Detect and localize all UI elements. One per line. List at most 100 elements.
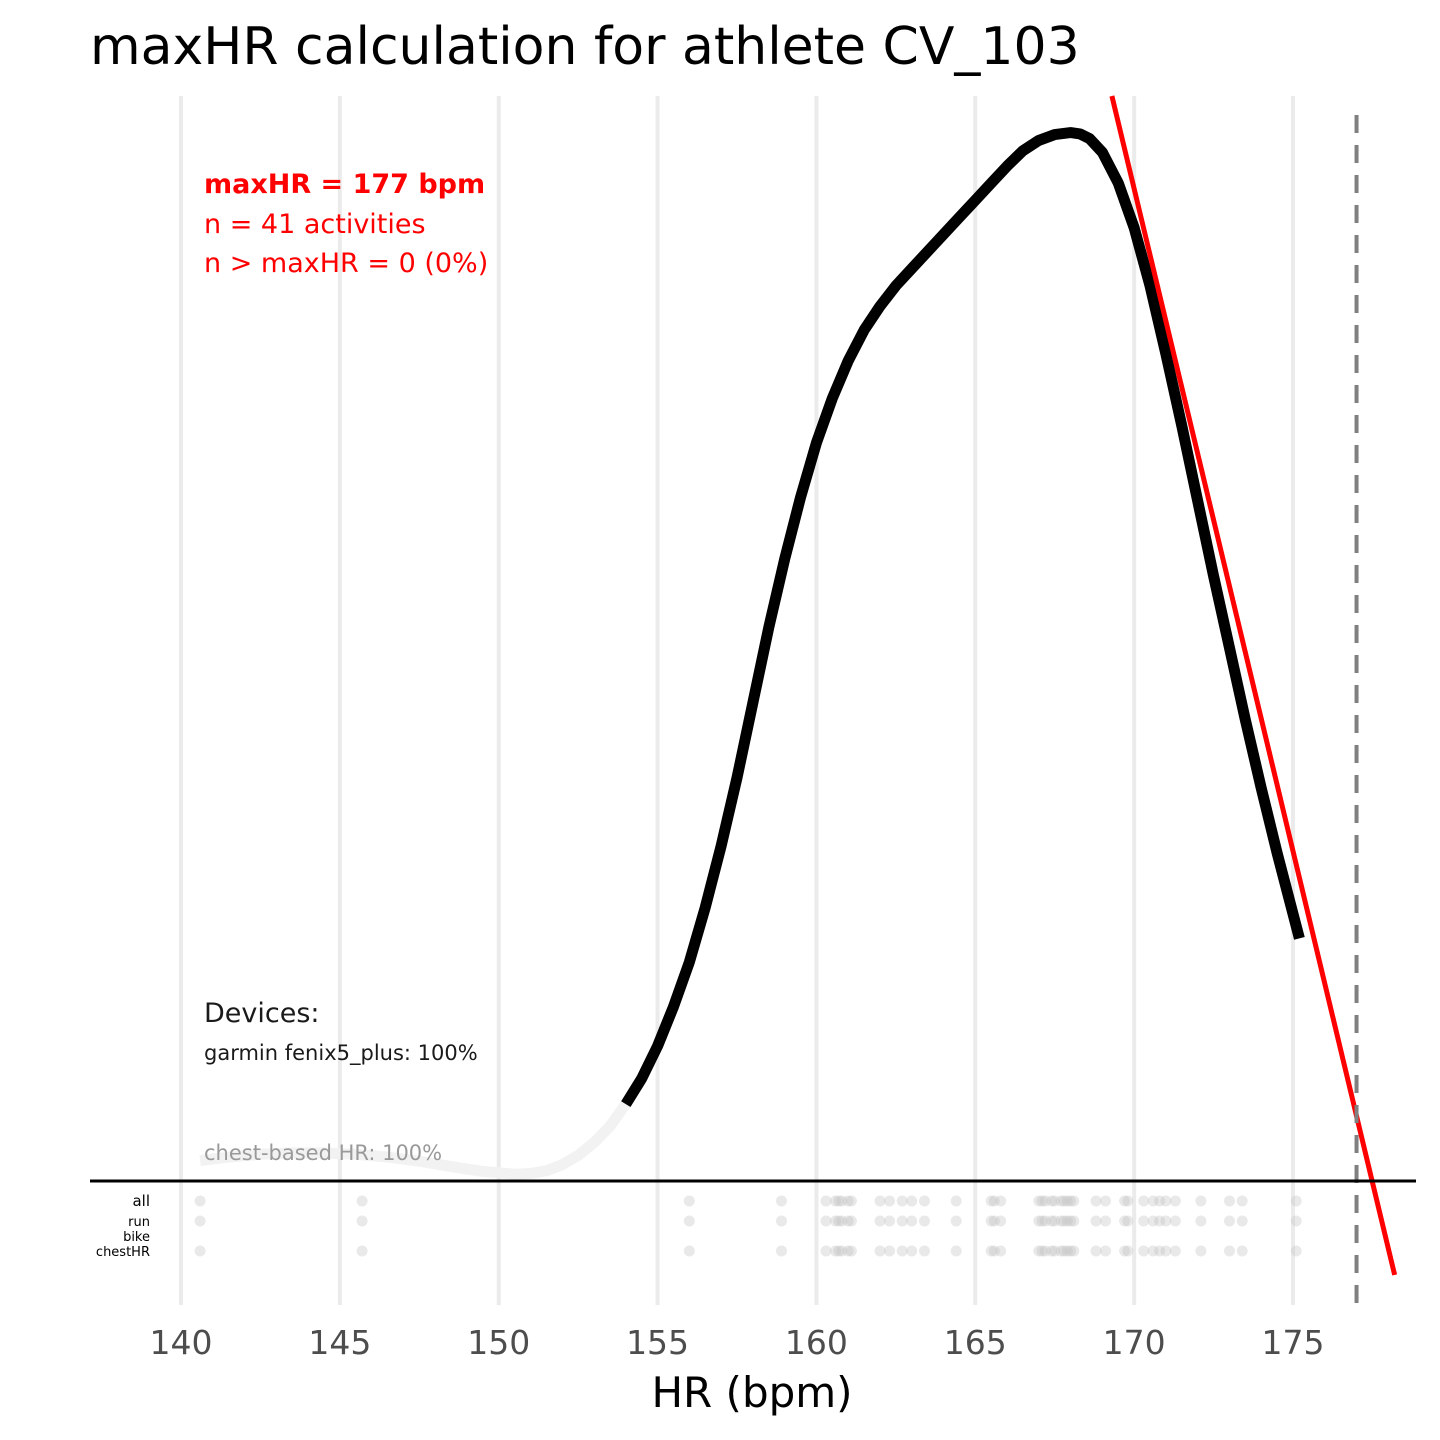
activity-point-chestHR	[1138, 1245, 1150, 1257]
activity-point-all	[836, 1195, 848, 1207]
activity-point-all	[1147, 1195, 1159, 1207]
activity-point-run	[919, 1215, 930, 1227]
activity-point-chestHR	[1290, 1245, 1302, 1257]
x-tick-label: 140	[150, 1323, 213, 1362]
density-curve-group	[621, 127, 1305, 1108]
activity-point-chestHR	[1195, 1245, 1207, 1257]
activity-point-chestHR	[1046, 1245, 1057, 1257]
activity-point-chestHR	[1039, 1245, 1051, 1257]
activity-point-run	[1055, 1215, 1067, 1227]
activity-point-all	[1195, 1195, 1207, 1207]
activity-point-run	[1100, 1215, 1111, 1227]
activity-point-run	[1154, 1215, 1166, 1227]
activity-point-run	[1160, 1215, 1172, 1227]
x-tick-label: 150	[467, 1323, 530, 1362]
activity-point-all	[1039, 1195, 1051, 1207]
density-curve-faded	[199, 1075, 647, 1180]
activity-point-chestHR	[950, 1245, 962, 1257]
activity-point-all	[845, 1195, 857, 1207]
activity-strip	[194, 1195, 1302, 1257]
activity-point-chestHR	[820, 1245, 832, 1257]
activity-point-chestHR	[836, 1245, 848, 1257]
activity-point-run	[833, 1215, 845, 1227]
activity-point-all	[194, 1195, 206, 1207]
activity-point-all	[830, 1195, 841, 1207]
x-tick-label: 170	[1103, 1323, 1166, 1362]
activity-point-run	[874, 1215, 886, 1227]
activity-point-run	[1058, 1215, 1070, 1227]
activity-point-chestHR	[1055, 1245, 1067, 1257]
activity-point-run	[1033, 1215, 1045, 1227]
activity-point-chestHR	[896, 1245, 908, 1257]
activity-point-run	[1224, 1215, 1235, 1227]
activity-point-all	[1049, 1195, 1061, 1207]
activity-point-run	[985, 1215, 997, 1227]
activity-point-chestHR	[985, 1245, 997, 1257]
activity-point-all	[1122, 1195, 1134, 1207]
activity-point-chestHR	[884, 1245, 895, 1257]
activity-point-chestHR	[1224, 1245, 1235, 1257]
activity-point-all	[950, 1195, 962, 1207]
activity-point-chestHR	[683, 1245, 695, 1257]
activity-point-run	[995, 1215, 1007, 1227]
activity-point-run	[906, 1215, 918, 1227]
activity-point-all	[1160, 1195, 1172, 1207]
activity-point-run	[1049, 1215, 1061, 1227]
x-tick-label: 165	[944, 1323, 1007, 1362]
activity-point-run	[1169, 1215, 1181, 1227]
activity-point-all	[1065, 1195, 1077, 1207]
activity-point-all	[1224, 1195, 1235, 1207]
activity-point-chestHR	[874, 1245, 886, 1257]
activity-point-all	[1061, 1195, 1073, 1207]
activity-point-all	[906, 1195, 918, 1207]
activity-point-run	[1236, 1215, 1248, 1227]
activity-point-chestHR	[842, 1245, 854, 1257]
activity-point-all	[884, 1195, 895, 1207]
activity-point-chestHR	[1068, 1245, 1080, 1257]
activity-point-chestHR	[845, 1245, 857, 1257]
activity-point-chestHR	[919, 1245, 930, 1257]
fit-line-group	[1109, 95, 1398, 1276]
activity-point-run	[1039, 1215, 1051, 1227]
activity-point-all	[874, 1195, 886, 1207]
activity-point-chestHR	[1169, 1245, 1181, 1257]
activity-point-all	[1033, 1195, 1045, 1207]
maxhr-annotation: maxHR = 177 bpm	[204, 169, 485, 200]
activity-point-all	[1046, 1195, 1057, 1207]
activity-point-run	[1065, 1215, 1077, 1227]
activity-point-all	[995, 1195, 1007, 1207]
activity-point-chestHR	[1236, 1245, 1248, 1257]
x-tick-label: 155	[626, 1323, 689, 1362]
activity-point-run	[1061, 1215, 1073, 1227]
devices-heading: Devices:	[204, 998, 320, 1029]
activity-point-chestHR	[988, 1245, 1000, 1257]
activity-point-chestHR	[1147, 1245, 1159, 1257]
activity-point-all	[833, 1195, 845, 1207]
activity-point-run	[836, 1215, 848, 1227]
n-above-annotation: n > maxHR = 0 (0%)	[204, 248, 488, 279]
activity-point-run	[845, 1215, 857, 1227]
activity-point-all	[1138, 1195, 1150, 1207]
activity-point-run	[1036, 1215, 1048, 1227]
activity-point-run	[194, 1215, 206, 1227]
activity-point-all	[1058, 1195, 1070, 1207]
activity-point-run	[1290, 1215, 1302, 1227]
activity-point-run	[884, 1215, 895, 1227]
x-tick-label: 175	[1262, 1323, 1325, 1362]
activity-point-all	[1090, 1195, 1102, 1207]
activity-point-all	[356, 1195, 368, 1207]
x-tick-labels: 140 145 150 155 160 165 170 175	[150, 1323, 1325, 1362]
activity-point-run	[1046, 1215, 1057, 1227]
strip-row-label-chestHR: chestHR	[96, 1245, 150, 1260]
activity-point-run	[356, 1215, 368, 1227]
strip-row-label-run: run	[128, 1215, 150, 1230]
chest-based-label: chest-based HR: 100%	[204, 1141, 442, 1165]
activity-point-all	[896, 1195, 908, 1207]
activity-point-all	[820, 1195, 832, 1207]
gridlines	[179, 96, 1295, 1305]
activity-point-run	[1138, 1215, 1150, 1227]
activity-point-chestHR	[1100, 1245, 1111, 1257]
activity-point-chestHR	[1154, 1245, 1166, 1257]
activity-point-all	[1119, 1195, 1131, 1207]
